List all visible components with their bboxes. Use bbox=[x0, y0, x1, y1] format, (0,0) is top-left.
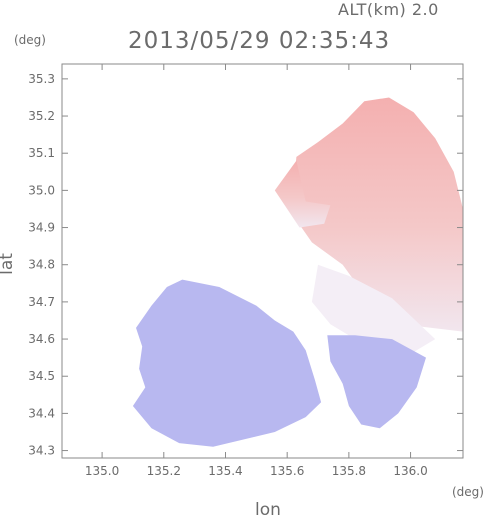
y-tick-label: 35.2 bbox=[28, 109, 55, 123]
y-tick-label: 34.4 bbox=[28, 406, 55, 420]
y-unit-label: (deg) bbox=[14, 33, 46, 47]
altitude-label: ALT(km) 2.0 bbox=[338, 0, 439, 19]
timestamp-title: 2013/05/29 02:35:43 bbox=[128, 28, 391, 54]
x-tick-label: 135.8 bbox=[332, 464, 366, 478]
y-tick-label: 35.3 bbox=[28, 72, 55, 86]
y-tick-label: 34.5 bbox=[28, 369, 55, 383]
region-south-east bbox=[327, 335, 426, 429]
y-tick-label: 34.6 bbox=[28, 332, 55, 346]
region-south-west bbox=[132, 279, 322, 447]
x-tick-label: 135.0 bbox=[85, 464, 119, 478]
y-tick-label: 35.0 bbox=[28, 183, 55, 197]
region-north-west bbox=[274, 160, 331, 228]
y-tick-label: 35.1 bbox=[28, 146, 55, 160]
velocity-regions bbox=[132, 97, 463, 447]
region-transition bbox=[311, 264, 436, 358]
plot-frame bbox=[61, 63, 464, 459]
x-axis-label: lon bbox=[255, 500, 281, 520]
axis-ticks: 135.0 135.2 135.4 135.6 135.8 136.0 34.3 34.4 34… bbox=[28, 64, 463, 478]
y-tick-label: 34.8 bbox=[28, 258, 55, 272]
x-tick-label: 135.6 bbox=[270, 464, 304, 478]
y-tick-label: 34.9 bbox=[28, 221, 55, 235]
x-tick-label: 135.4 bbox=[208, 464, 242, 478]
y-tick-label: 34.3 bbox=[28, 444, 55, 458]
region-north bbox=[293, 97, 463, 332]
plot-border bbox=[61, 63, 464, 459]
x-unit-label: (deg) bbox=[452, 485, 484, 499]
x-tick-label: 136.0 bbox=[393, 464, 427, 478]
y-tick-label: 34.7 bbox=[28, 295, 55, 309]
x-tick-label: 135.2 bbox=[147, 464, 181, 478]
